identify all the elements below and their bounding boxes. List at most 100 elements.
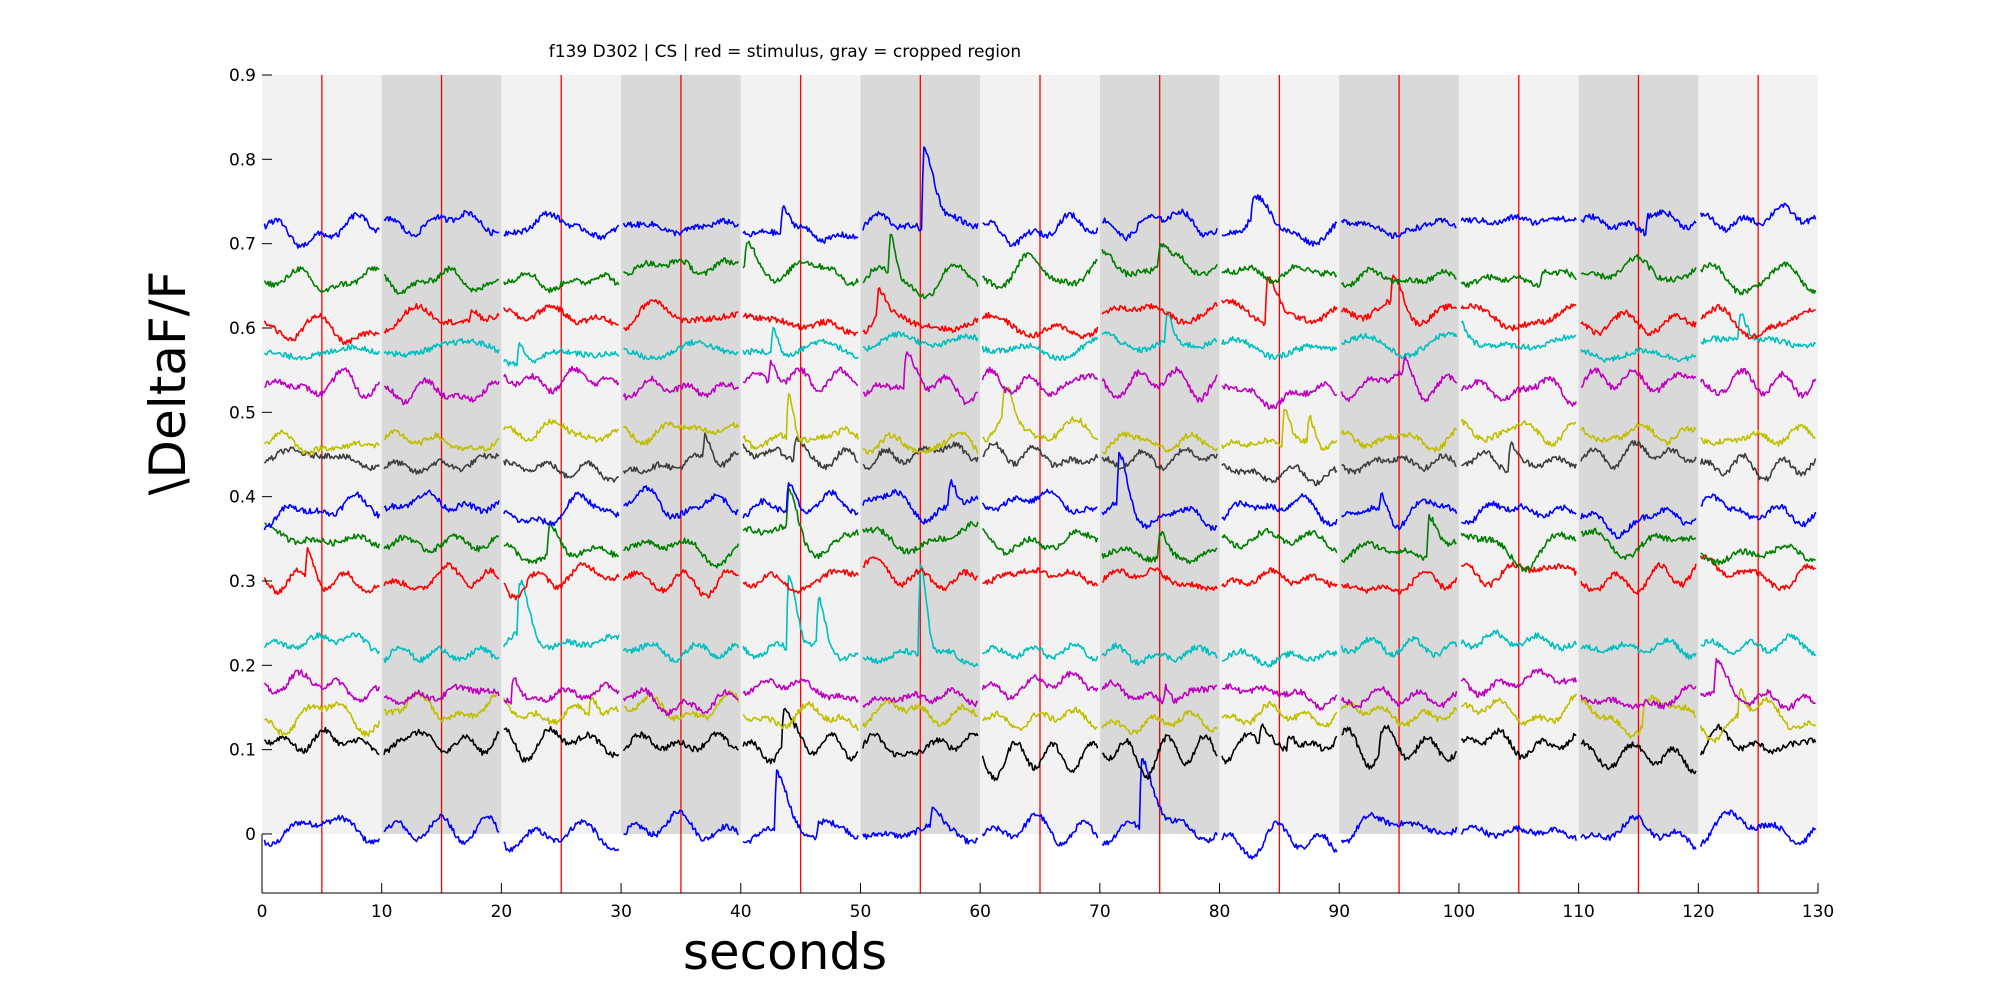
trace-2-segment-10 bbox=[1460, 693, 1577, 726]
y-tick-label-0.3: 0.3 bbox=[229, 572, 256, 592]
trace-8-segment-12 bbox=[1699, 452, 1817, 482]
trace-10-segment-10 bbox=[1460, 375, 1577, 408]
trace-0-segment-2 bbox=[503, 818, 620, 853]
trace-4-segment-6 bbox=[981, 642, 1099, 662]
trace-6-segment-7 bbox=[1101, 530, 1218, 565]
trace-6-segment-5 bbox=[862, 520, 979, 555]
y-tick-label-0.8: 0.8 bbox=[229, 150, 256, 170]
trace-4-segment-7 bbox=[1101, 642, 1218, 667]
trace-5-segment-9 bbox=[1340, 570, 1458, 596]
trace-4-segment-5 bbox=[862, 564, 979, 668]
trace-11-segment-10 bbox=[1460, 320, 1577, 351]
trace-4-segment-3 bbox=[622, 641, 740, 663]
x-tick-label-50: 50 bbox=[850, 902, 872, 922]
trace-0-segment-8 bbox=[1221, 820, 1338, 860]
trace-4-segment-4 bbox=[742, 574, 859, 662]
y-axis-label: \DeltaF/F bbox=[139, 271, 197, 496]
trace-14-segment-1 bbox=[383, 209, 500, 238]
trace-3-segment-5 bbox=[862, 687, 979, 708]
trace-0-segment-6 bbox=[981, 812, 1099, 847]
trace-13-segment-9 bbox=[1340, 266, 1457, 288]
trace-5-segment-5 bbox=[862, 556, 978, 592]
y-tick-label-0.7: 0.7 bbox=[229, 235, 256, 255]
trace-7-segment-12 bbox=[1700, 493, 1817, 528]
x-tick-label-80: 80 bbox=[1209, 902, 1231, 922]
trace-13-segment-12 bbox=[1700, 261, 1817, 296]
trace-9-segment-3 bbox=[622, 421, 740, 446]
trace-14-segment-0 bbox=[263, 212, 380, 249]
trace-11-segment-5 bbox=[862, 330, 979, 352]
trace-0-segment-1 bbox=[383, 813, 499, 846]
trace-10-segment-11 bbox=[1580, 367, 1697, 394]
trace-9-segment-11 bbox=[1580, 423, 1697, 446]
x-tick-label-90: 90 bbox=[1328, 902, 1350, 922]
trace-10-segment-7 bbox=[1101, 366, 1218, 403]
trace-6-segment-1 bbox=[383, 533, 500, 554]
trace-2-segment-12 bbox=[1699, 688, 1817, 744]
trace-7-segment-8 bbox=[1221, 493, 1338, 527]
trace-1-segment-5 bbox=[862, 732, 979, 758]
trace-2-segment-8 bbox=[1221, 700, 1338, 728]
trace-1-segment-10 bbox=[1460, 727, 1577, 760]
trace-10-segment-3 bbox=[622, 375, 740, 401]
trace-1-segment-8 bbox=[1221, 723, 1338, 765]
trace-0-segment-9 bbox=[1340, 811, 1458, 844]
trace-3-segment-9 bbox=[1340, 686, 1458, 709]
trace-5-segment-7 bbox=[1102, 567, 1218, 592]
trace-9-segment-4 bbox=[742, 393, 859, 450]
trace-11-segment-2 bbox=[503, 341, 620, 367]
y-tick-label-0.6: 0.6 bbox=[229, 319, 256, 339]
trace-13-segment-11 bbox=[1580, 253, 1697, 283]
x-tick-label-110: 110 bbox=[1562, 902, 1594, 922]
trace-5-segment-8 bbox=[1221, 567, 1338, 588]
trace-12-segment-4 bbox=[742, 312, 859, 337]
x-axis-label: seconds bbox=[683, 923, 887, 981]
trace-12-segment-8 bbox=[1221, 276, 1338, 327]
trace-12-segment-12 bbox=[1700, 303, 1816, 340]
trace-2-segment-2 bbox=[503, 696, 620, 726]
trace-3-segment-2 bbox=[503, 677, 620, 705]
x-tick-label-30: 30 bbox=[610, 902, 632, 922]
trace-8-segment-2 bbox=[503, 458, 620, 483]
trace-2-segment-6 bbox=[981, 706, 1098, 732]
trace-3-segment-6 bbox=[981, 670, 1099, 701]
trace-3-segment-3 bbox=[622, 687, 739, 717]
trace-8-segment-7 bbox=[1101, 447, 1218, 472]
trace-13-segment-7 bbox=[1101, 243, 1218, 278]
trace-1-segment-6 bbox=[981, 740, 1099, 782]
trace-3-segment-8 bbox=[1221, 683, 1338, 711]
x-tick-label-100: 100 bbox=[1443, 902, 1475, 922]
trace-11-segment-9 bbox=[1341, 331, 1458, 360]
trace-0-segment-12 bbox=[1699, 809, 1817, 848]
trace-12-segment-0 bbox=[263, 312, 380, 346]
trace-9-segment-12 bbox=[1700, 423, 1816, 447]
trace-10-segment-2 bbox=[503, 365, 620, 395]
trace-11-segment-1 bbox=[383, 337, 500, 359]
trace-12-segment-1 bbox=[383, 302, 500, 334]
trace-14-segment-6 bbox=[982, 211, 1099, 247]
trace-2-segment-0 bbox=[264, 701, 381, 738]
trace-7-segment-11 bbox=[1580, 506, 1697, 540]
trace-2-segment-3 bbox=[623, 690, 740, 722]
trace-8-segment-5 bbox=[862, 441, 979, 471]
trace-3-segment-7 bbox=[1101, 679, 1218, 705]
trace-6-segment-9 bbox=[1340, 513, 1457, 564]
trace-7-segment-5 bbox=[862, 478, 979, 525]
trace-3-segment-4 bbox=[742, 677, 859, 703]
trace-0-segment-11 bbox=[1580, 814, 1697, 850]
y-tick-label-0: 0 bbox=[245, 825, 256, 845]
trace-8-segment-6 bbox=[982, 441, 1099, 468]
trace-5-segment-6 bbox=[982, 567, 1099, 587]
trace-6-segment-10 bbox=[1460, 531, 1577, 573]
trace-9-segment-7 bbox=[1102, 431, 1218, 455]
y-tick-label-0.2: 0.2 bbox=[229, 656, 256, 676]
trace-6-segment-3 bbox=[622, 537, 740, 569]
axes-layer: 0 10 20 30 40 50 60 70 80 90 100 110 120 130 0 0.1 0.2 0.… bbox=[229, 66, 1834, 922]
trace-10-segment-4 bbox=[742, 359, 859, 393]
chart-title: f139 D302 | CS | red = stimulus, gray = … bbox=[549, 42, 1021, 62]
trace-12-segment-11 bbox=[1580, 309, 1697, 337]
trace-9-segment-5 bbox=[862, 431, 979, 455]
trace-9-segment-1 bbox=[384, 429, 500, 452]
trace-1-segment-0 bbox=[263, 726, 380, 756]
trace-1-segment-9 bbox=[1341, 724, 1458, 770]
